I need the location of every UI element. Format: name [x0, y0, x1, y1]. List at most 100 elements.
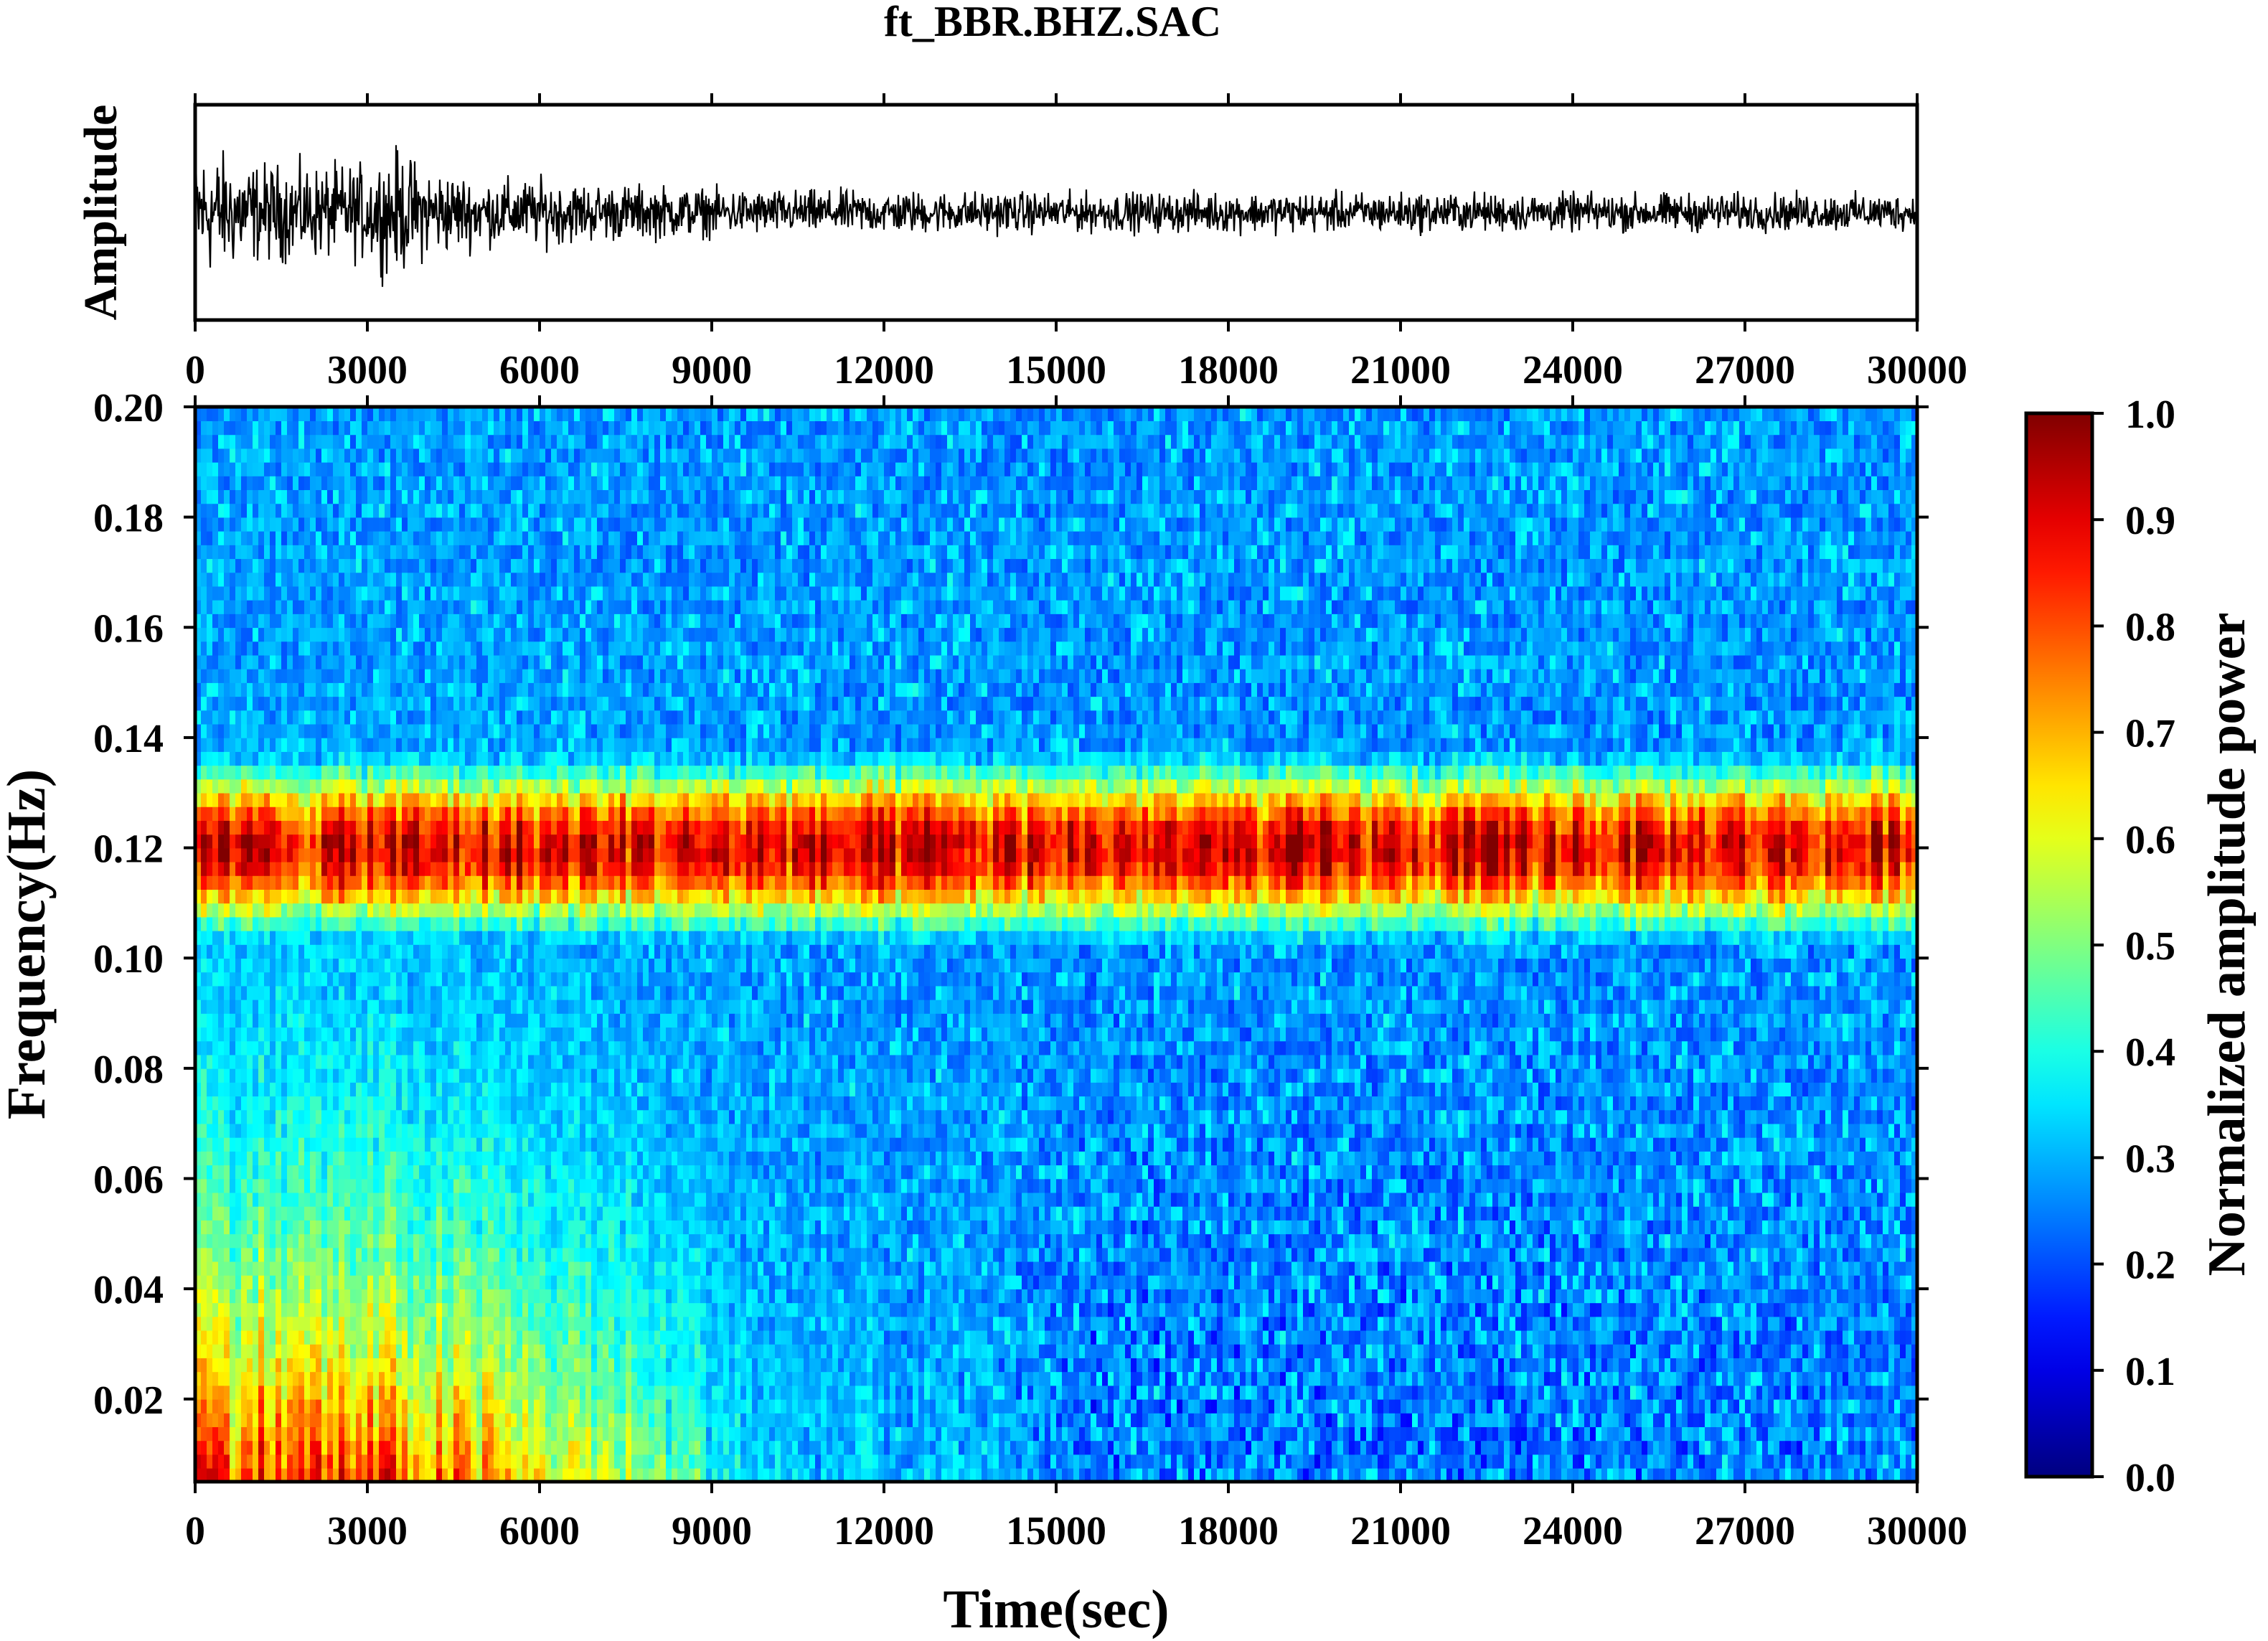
- spectrogram-cell: [517, 1193, 523, 1207]
- spectrogram-cell: [373, 1220, 380, 1234]
- spectrogram-cell: [224, 1109, 230, 1124]
- spectrogram-cell: [201, 1193, 207, 1207]
- spectrogram-cell: [327, 1248, 334, 1262]
- spectrogram-cell: [453, 986, 460, 1000]
- spectrogram-cell: [402, 558, 408, 573]
- spectrogram-cell: [505, 1330, 512, 1345]
- spectrogram-cell: [212, 1440, 219, 1454]
- spectrogram-cell: [281, 407, 288, 421]
- spectrogram-cell: [408, 1344, 414, 1358]
- spectrogram-cell: [476, 917, 483, 931]
- spectrogram-cell: [201, 834, 207, 848]
- spectrogram-cell: [201, 558, 207, 573]
- spectrogram-cell: [207, 793, 213, 807]
- spectrogram-cell: [511, 875, 517, 890]
- spectrogram-cell: [425, 1248, 431, 1262]
- spectrogram-cell: [281, 1317, 288, 1331]
- spectrogram-cell: [304, 1068, 311, 1083]
- spectrogram-cell: [465, 1399, 471, 1414]
- spectrogram-cell: [430, 862, 437, 876]
- spectrogram-cell: [201, 476, 207, 490]
- spectrogram-cell: [201, 986, 207, 1000]
- spectrogram-cell: [425, 820, 431, 834]
- spectrogram-cell: [253, 696, 259, 710]
- spectrogram-cell: [218, 1040, 225, 1055]
- spectrogram-cell: [373, 1000, 380, 1014]
- spectrogram-cell: [298, 1454, 305, 1469]
- spectrogram-cell: [241, 738, 248, 752]
- spectrogram-cell: [540, 793, 546, 807]
- spectrogram-cell: [459, 572, 466, 586]
- spectrogram-cell: [408, 1178, 414, 1193]
- spectrogram-cell: [287, 572, 293, 586]
- spectrogram-cell: [408, 448, 414, 463]
- spectrogram-cell: [235, 489, 242, 504]
- spectrogram-cell: [298, 1330, 305, 1345]
- spectrogram-cell: [264, 1440, 270, 1454]
- spectrogram-cell: [430, 1248, 437, 1262]
- spectrogram-cell: [373, 903, 380, 917]
- spectrogram-cell: [344, 779, 351, 794]
- spectrogram-cell: [264, 641, 270, 655]
- spectrogram-cell: [298, 558, 305, 573]
- spectrogram-cell: [494, 1386, 500, 1400]
- spectrogram-cell: [557, 1233, 563, 1248]
- spectrogram-cell: [482, 517, 489, 532]
- spectrogram-cell: [448, 738, 454, 752]
- spectrogram-cell: [276, 820, 282, 834]
- spectrogram-cell: [488, 641, 494, 655]
- spectrogram-cell: [362, 1027, 368, 1041]
- spectrogram-cell: [476, 407, 483, 421]
- spectrogram-cell: [287, 1426, 293, 1441]
- spectrogram-cell: [482, 503, 489, 517]
- spectrogram-cell: [540, 1151, 546, 1165]
- spectrogram-cell: [327, 1206, 334, 1221]
- spectrogram-cell: [517, 889, 523, 903]
- spectrogram-cell: [344, 931, 351, 945]
- spectrogram-cell: [499, 1371, 506, 1386]
- spectrogram-cell: [201, 600, 207, 614]
- spectrogram-cell: [545, 793, 552, 807]
- spectrogram-cell: [488, 1426, 494, 1441]
- spectrogram-cell: [339, 1109, 345, 1124]
- spectrogram-cell: [316, 738, 322, 752]
- spectrogram-cell: [436, 572, 443, 586]
- spectrogram-cell: [379, 1261, 385, 1276]
- spectrogram-cell: [367, 972, 374, 986]
- spectrogram-cell: [281, 931, 288, 945]
- spectrogram-cell: [293, 1082, 299, 1096]
- spectrogram-cell: [327, 600, 334, 614]
- spectrogram-cell: [293, 503, 299, 517]
- spectrogram-cell: [339, 489, 345, 504]
- spectrogram-cell: [413, 1426, 420, 1441]
- spectrogram-cell: [540, 1013, 546, 1028]
- spectrogram-cell: [448, 434, 454, 448]
- spectrogram-cell: [402, 1413, 408, 1427]
- spectrogram-cell: [287, 1317, 293, 1331]
- spectrogram-cell: [379, 710, 385, 725]
- spectrogram-cell: [522, 724, 529, 738]
- spectrogram-cell: [408, 586, 414, 601]
- spectrogram-cell: [494, 751, 500, 766]
- spectrogram-cell: [247, 779, 253, 794]
- spectrogram-cell: [459, 1261, 466, 1276]
- spectrogram-cell: [362, 572, 368, 586]
- spectrogram-cell: [557, 1082, 563, 1096]
- spectrogram-cell: [436, 848, 443, 862]
- spectrogram-cell: [408, 669, 414, 683]
- spectrogram-cell: [408, 434, 414, 448]
- spectrogram-cell: [270, 1165, 276, 1179]
- spectrogram-cell: [235, 958, 242, 972]
- spectrogram-cell: [540, 1068, 546, 1083]
- spectrogram-cell: [396, 489, 403, 504]
- spectrogram-cell: [333, 944, 339, 959]
- spectrogram-cell: [436, 489, 443, 504]
- spectrogram-cell: [534, 1109, 540, 1124]
- spectrogram-cell: [379, 1013, 385, 1028]
- spectrogram-cell: [356, 600, 362, 614]
- spectrogram-cell: [385, 793, 391, 807]
- spectrogram-cell: [488, 1151, 494, 1165]
- spectrogram-cell: [230, 1330, 236, 1345]
- spectrogram-cell: [298, 462, 305, 476]
- spectrogram-cell: [276, 738, 282, 752]
